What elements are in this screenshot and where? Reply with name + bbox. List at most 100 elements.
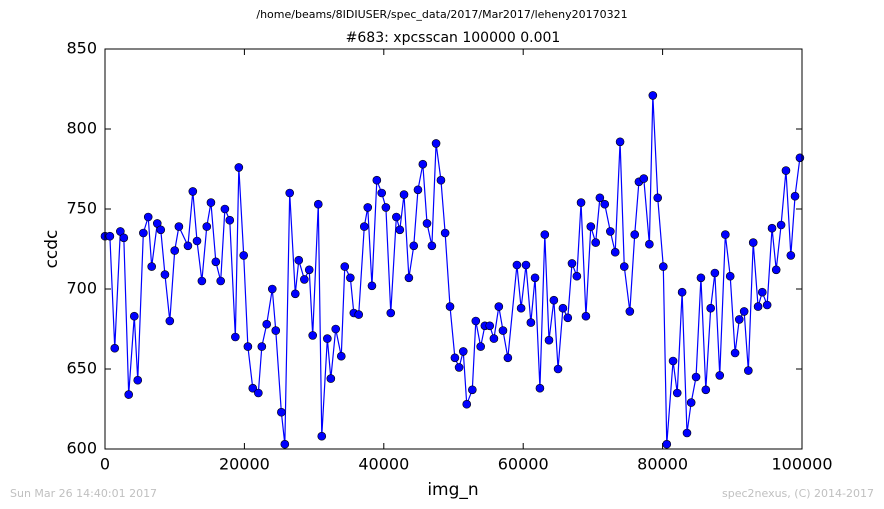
data-point	[615, 137, 625, 147]
data-point	[304, 265, 314, 275]
data-point	[653, 193, 663, 203]
data-point	[715, 371, 725, 380]
data-point	[606, 227, 615, 236]
data-point	[110, 343, 120, 353]
data-point	[526, 318, 536, 327]
data-point	[544, 335, 554, 345]
data-point	[540, 230, 550, 239]
data-point	[156, 225, 166, 235]
data-point	[563, 313, 573, 323]
data-point	[521, 260, 531, 270]
data-point	[119, 233, 129, 243]
data-point	[645, 239, 654, 249]
data-point	[174, 222, 184, 231]
footer-right: spec2nexus, (C) 2014-2017	[722, 487, 874, 500]
plot-frame	[104, 48, 803, 450]
data-point	[124, 390, 133, 399]
data-point	[458, 347, 468, 356]
x-tick-label: 40000	[358, 455, 409, 474]
data-point	[257, 342, 267, 351]
data-point	[170, 246, 179, 255]
data-point	[216, 276, 226, 286]
data-point	[105, 231, 115, 241]
data-point	[468, 385, 477, 395]
data-point	[710, 268, 720, 278]
data-point	[326, 374, 336, 383]
data-point	[404, 273, 414, 283]
data-point	[753, 302, 763, 311]
data-point	[413, 185, 423, 195]
data-point	[363, 203, 373, 212]
data-point	[512, 260, 522, 270]
y-tick-label: 850	[66, 39, 97, 58]
data-point	[462, 399, 472, 409]
data-point	[165, 316, 175, 326]
y-tick-label: 800	[66, 119, 97, 138]
data-point	[422, 219, 432, 228]
data-point	[139, 228, 148, 238]
data-point	[271, 326, 281, 335]
data-point	[619, 262, 629, 271]
data-point	[377, 188, 387, 198]
data-point	[696, 273, 706, 283]
y-tick-label: 750	[66, 199, 97, 218]
data-point	[672, 388, 682, 398]
data-point	[471, 316, 481, 326]
data-point	[220, 204, 230, 214]
x-tick-label: 20000	[219, 455, 270, 474]
data-point	[211, 257, 221, 267]
data-point	[395, 225, 405, 235]
data-point	[530, 273, 540, 283]
data-point	[280, 439, 290, 449]
data-point	[516, 303, 526, 313]
data-point	[188, 187, 198, 196]
data-point	[336, 351, 346, 361]
data-point	[248, 383, 258, 393]
data-point	[346, 273, 355, 283]
data-point	[440, 228, 450, 238]
data-point	[790, 191, 800, 201]
data-point	[744, 366, 753, 375]
data-point	[610, 247, 620, 257]
data-point	[734, 315, 744, 324]
data-point	[648, 91, 658, 100]
data-point	[331, 324, 341, 334]
data-point	[725, 271, 735, 281]
data-point	[239, 251, 249, 260]
data-point	[143, 212, 153, 222]
data-point	[317, 431, 327, 441]
data-point	[549, 295, 559, 305]
data-point	[372, 175, 382, 185]
data-point	[682, 428, 692, 438]
data-point	[668, 356, 678, 366]
chart-title: #683: xpcsscan 100000 0.001	[346, 30, 561, 46]
data-point	[300, 275, 309, 284]
data-point	[771, 265, 781, 275]
data-point	[431, 139, 441, 148]
data-point	[436, 175, 446, 185]
x-tick-label: 0	[100, 455, 110, 474]
data-point	[535, 383, 545, 393]
data-point	[197, 276, 207, 286]
data-point	[795, 153, 805, 163]
data-point	[147, 262, 156, 271]
data-point	[359, 222, 369, 231]
data-point	[234, 163, 244, 172]
data-point	[586, 222, 596, 231]
data-point	[450, 353, 460, 363]
data-point	[476, 342, 485, 351]
data-point	[418, 159, 428, 169]
data-point	[262, 319, 272, 329]
data-point	[254, 388, 263, 398]
data-point	[290, 289, 300, 299]
data-point	[202, 222, 212, 231]
x-axis-label: img_n	[427, 480, 478, 500]
data-point	[285, 188, 295, 198]
data-point	[748, 238, 758, 247]
data-point	[340, 262, 350, 271]
data-point	[206, 198, 216, 207]
data-point	[730, 348, 740, 358]
data-point	[625, 307, 635, 316]
data-point	[392, 212, 401, 222]
